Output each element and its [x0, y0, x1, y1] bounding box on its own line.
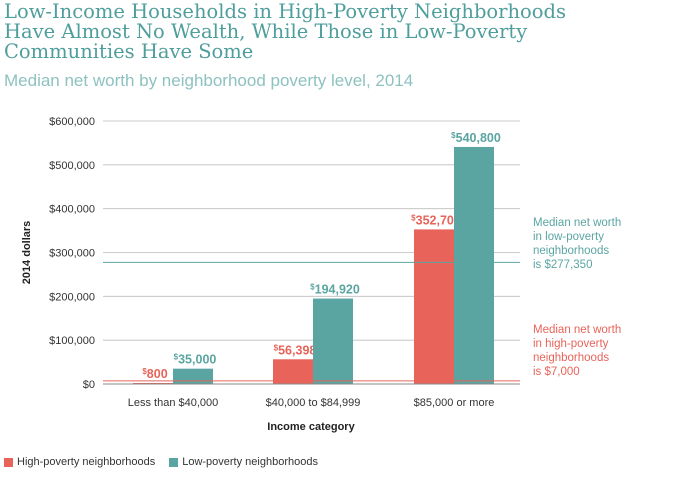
- reference-annotation-low-poverty: Median net worth in low-poverty neighborho…: [533, 217, 621, 271]
- legend-item-low-poverty: Low-poverty neighborhoods: [169, 456, 318, 468]
- bar-chart: $0 $100,000 $200,000 $300,000 $400,000 $500,0…: [21, 116, 621, 433]
- data-label: $56,398: [274, 343, 317, 357]
- chart-subtitle: Median net worth by neighborhood poverty…: [4, 71, 414, 90]
- chart-title: Low-Income Households in High-Poverty Ne…: [4, 0, 567, 63]
- y-axis-label: 2014 dollars: [21, 221, 33, 285]
- y-tick-label: $300,000: [49, 248, 95, 260]
- y-tick-label: $400,000: [49, 204, 95, 216]
- bar-high-poverty: [273, 359, 313, 384]
- legend-item-high-poverty: High-poverty neighborhoods: [4, 456, 155, 468]
- data-label: $800: [142, 367, 167, 381]
- y-tick-label: $200,000: [49, 291, 95, 303]
- data-label: $35,000: [174, 353, 217, 367]
- bar-low-poverty: [173, 368, 213, 384]
- legend-label-low-poverty: Low-poverty neighborhoods: [182, 456, 318, 468]
- legend-swatch-low-poverty: [169, 457, 179, 467]
- data-label: $194,920: [310, 283, 360, 297]
- y-tick-label: $100,000: [49, 335, 95, 347]
- x-axis-label: Income category: [267, 421, 355, 433]
- x-tick-label: Less than $40,000: [128, 397, 219, 409]
- data-label: $352,700: [411, 213, 461, 227]
- y-tick-label: $500,000: [49, 160, 95, 172]
- bar-low-poverty: [454, 146, 494, 384]
- x-tick-label: $85,000 or more: [414, 397, 495, 409]
- y-tick-label: $0: [83, 379, 95, 391]
- bar-low-poverty: [313, 298, 353, 384]
- legend: High-poverty neighborhoods Low-poverty n…: [4, 456, 332, 468]
- y-tick-label: $600,000: [49, 116, 95, 128]
- x-tick-label: $40,000 to $84,999: [266, 397, 361, 409]
- bar-high-poverty: [414, 229, 454, 384]
- legend-swatch-high-poverty: [4, 457, 13, 467]
- reference-annotation-high-poverty: Median net worth in high-poverty neighborh…: [533, 324, 621, 378]
- legend-label-high-poverty: High-poverty neighborhoods: [17, 456, 156, 468]
- data-label: $540,800: [451, 131, 501, 145]
